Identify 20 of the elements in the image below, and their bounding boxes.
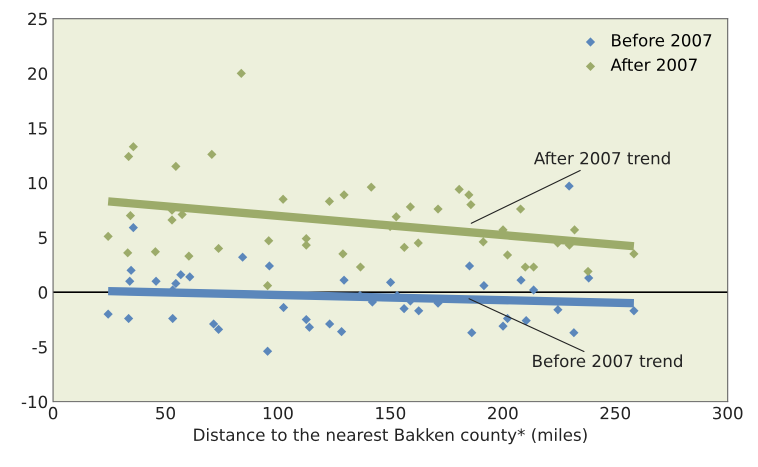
x-tick-label: 150	[376, 406, 406, 420]
x-axis-title: Distance to the nearest Bakken county* (miles)	[194, 428, 587, 444]
y-tick-label: -10	[22, 396, 48, 408]
annotation: Before 2007 trend	[533, 354, 682, 368]
x-tick-label: 100	[264, 406, 293, 420]
x-tick-label: 200	[488, 406, 518, 420]
legend-label: Before 2007	[612, 34, 712, 47]
x-tick-label: 50	[156, 406, 175, 420]
y-tick-label: 0	[38, 286, 48, 299]
y-tick-label: 5	[38, 232, 47, 244]
legend-label: After 2007	[610, 58, 697, 72]
x-tick-label: 300	[713, 406, 742, 420]
y-tick-label: 15	[28, 122, 47, 135]
y-tick-label: 25	[28, 12, 47, 26]
y-tick-label: 10	[28, 176, 48, 190]
annotation: After 2007 trend	[534, 152, 670, 164]
y-tick-label: 20	[28, 67, 48, 80]
x-tick-label: 250	[600, 406, 630, 420]
y-tick-label: -5	[32, 341, 47, 354]
x-tick-label: 0	[48, 406, 58, 420]
